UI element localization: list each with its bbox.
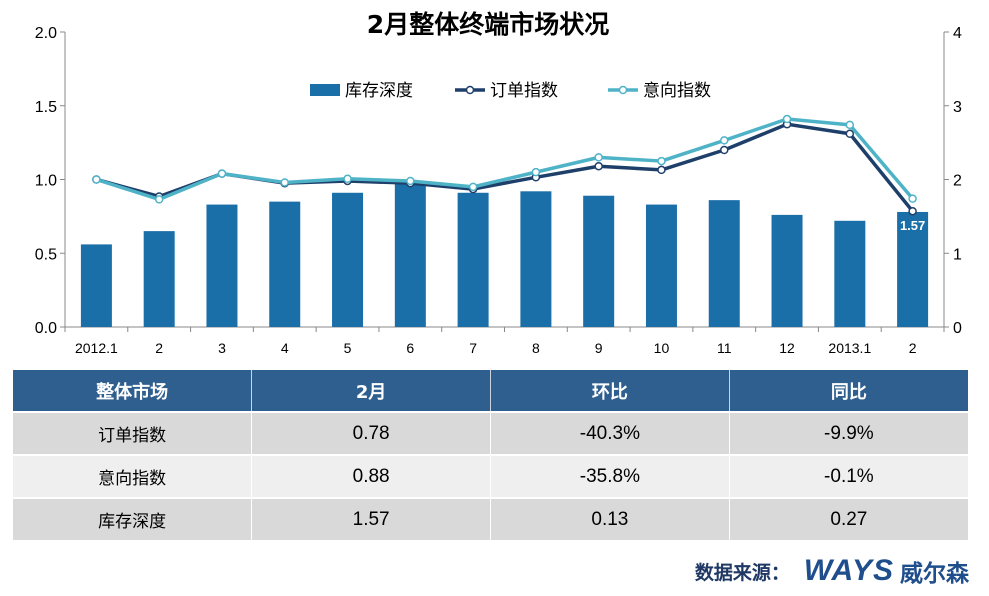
table-row: 订单指数 0.78 -40.3% -9.9% <box>13 411 968 455</box>
bar <box>80 244 112 327</box>
series-point <box>531 167 541 177</box>
row-label: 订单指数 <box>13 411 253 455</box>
source-label: 数据来源： <box>694 561 790 584</box>
bar <box>897 211 929 327</box>
cell-value: 1.57 <box>251 497 491 540</box>
x-tick-label: 11 <box>717 340 732 356</box>
bar <box>520 191 552 327</box>
cell-value: 0.13 <box>490 497 730 540</box>
x-tick-label: 7 <box>469 340 477 356</box>
bar <box>269 201 301 327</box>
ways-logo-cn: 威尔森 <box>900 561 969 587</box>
bar <box>583 195 615 327</box>
cell-value: -9.9% <box>729 411 968 455</box>
data-label: 1.57 <box>900 218 925 233</box>
series-point <box>720 145 729 155</box>
x-tick-label: 3 <box>218 340 226 356</box>
left-tick-label: 2.0 <box>35 25 57 42</box>
header-mom: 环比 <box>490 370 730 412</box>
x-tick-label: 2 <box>909 340 917 356</box>
series-line <box>95 122 914 213</box>
series-point <box>280 178 289 187</box>
x-tick-label: 2012.1 <box>75 340 118 356</box>
series-point <box>343 174 352 184</box>
chart-title: 2月整体终端市场状况 <box>367 10 609 39</box>
right-tick-label: 2 <box>953 173 962 190</box>
legend-marker <box>465 85 475 95</box>
source-credit: 数据来源： WAYS 威尔森 <box>695 553 969 589</box>
right-tick-label: 0 <box>953 320 962 337</box>
left-tick-label: 1.0 <box>35 173 57 190</box>
series-point <box>468 182 478 192</box>
series-point <box>908 194 917 203</box>
cell-value: 0.88 <box>251 454 491 498</box>
series-point <box>908 206 917 216</box>
bar <box>457 192 489 327</box>
series-point <box>154 195 164 204</box>
left-tick-label: 0.0 <box>35 320 57 337</box>
left-tick-label: 1.5 <box>35 99 57 116</box>
header-feb: 2月 <box>251 370 491 412</box>
right-tick-label: 3 <box>953 99 962 116</box>
cell-value: -35.8% <box>490 454 730 498</box>
series-point <box>657 165 666 175</box>
series-point <box>92 175 101 184</box>
table-row: 意向指数 0.88 -35.8% -0.1% <box>13 454 968 498</box>
bar <box>645 204 677 327</box>
cell-value: -0.1% <box>729 454 968 498</box>
row-label: 库存深度 <box>13 497 253 540</box>
x-tick-label: 2013.1 <box>828 340 871 356</box>
bar <box>394 183 426 327</box>
x-tick-label: 4 <box>281 340 289 356</box>
row-label: 意向指数 <box>13 454 253 498</box>
x-tick-label: 8 <box>532 340 540 356</box>
series-point <box>594 153 603 162</box>
line-series <box>92 114 917 216</box>
ways-logo: WAYS <box>803 554 894 587</box>
series-line <box>95 117 914 202</box>
table-header-row: 整体市场 2月 环比 同比 <box>13 370 968 412</box>
series-point <box>845 129 855 139</box>
data-labels: 1.57 <box>900 218 925 233</box>
legend-label: 订单指数 <box>490 81 558 101</box>
legend-label: 库存深度 <box>345 81 413 101</box>
x-tick-label: 6 <box>406 340 414 356</box>
right-tick-label: 4 <box>953 25 962 42</box>
cell-value: 0.78 <box>251 411 491 455</box>
table-row: 库存深度 1.57 0.13 0.27 <box>13 497 968 540</box>
x-tick-label: 12 <box>779 340 795 356</box>
series-point <box>720 136 729 145</box>
right-tick-label: 1 <box>953 246 962 263</box>
legend-swatch <box>310 84 340 96</box>
bar <box>771 214 803 327</box>
header-market: 整体市场 <box>13 370 253 412</box>
bar <box>834 220 866 327</box>
bar <box>143 231 175 327</box>
left-tick-label: 0.5 <box>35 246 57 263</box>
series-point <box>217 169 227 178</box>
legend-marker <box>618 85 628 95</box>
x-tick-label: 10 <box>654 340 670 356</box>
series-point <box>657 156 666 166</box>
x-tick-label: 5 <box>344 340 352 356</box>
legend: 库存深度 订单指数 意向指数 <box>310 81 711 101</box>
legend-label: 意向指数 <box>643 81 711 101</box>
bar <box>206 204 238 327</box>
bar <box>708 200 740 327</box>
summary-table: 整体市场 2月 环比 同比 订单指数 0.78 -40.3% -9.9% 意向指… <box>13 370 968 540</box>
x-tick-label: 9 <box>595 340 603 356</box>
series-point <box>594 161 603 171</box>
bar <box>332 192 364 327</box>
header-yoy: 同比 <box>729 370 968 412</box>
series-point <box>406 176 415 186</box>
series-point <box>845 120 855 130</box>
series-point <box>782 114 792 124</box>
cell-value: -40.3% <box>490 411 730 455</box>
x-tick-label: 2 <box>155 340 163 356</box>
bar-series <box>80 183 929 327</box>
cell-value: 0.27 <box>729 497 968 540</box>
